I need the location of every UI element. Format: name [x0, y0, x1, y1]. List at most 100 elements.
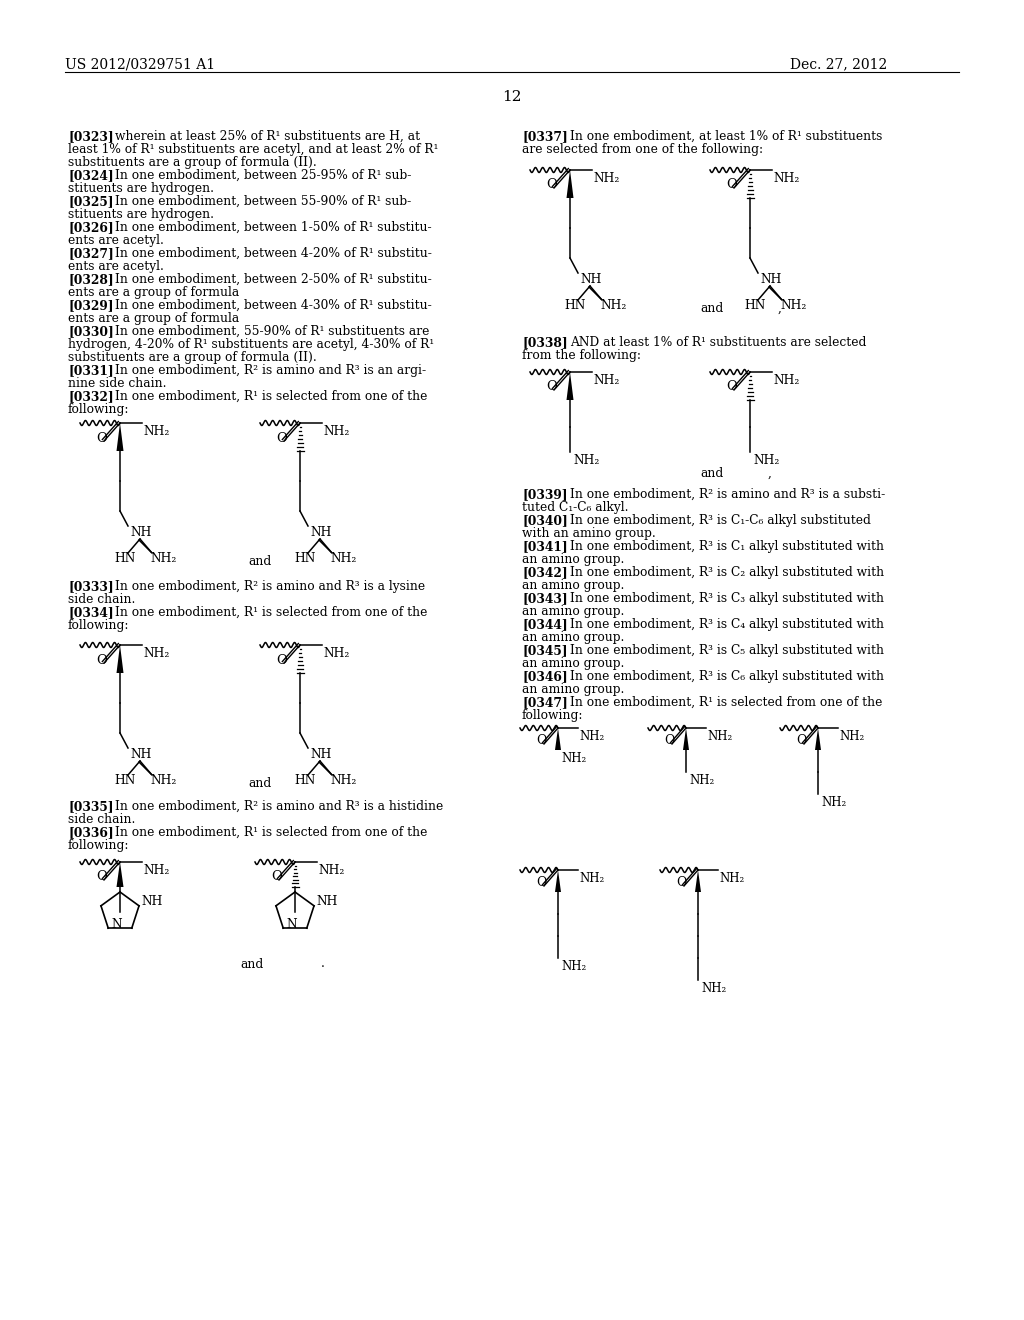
- Polygon shape: [555, 870, 561, 892]
- Text: [0335]: [0335]: [68, 800, 114, 813]
- Text: In one embodiment, at least 1% of R¹ substituents: In one embodiment, at least 1% of R¹ sub…: [570, 129, 883, 143]
- Text: NH₂: NH₂: [707, 730, 732, 743]
- Text: NH₂: NH₂: [593, 374, 620, 387]
- Text: In one embodiment, between 4-20% of R¹ substitu-: In one embodiment, between 4-20% of R¹ s…: [115, 247, 432, 260]
- Text: NH₂: NH₂: [780, 300, 806, 312]
- Text: NH₂: NH₂: [150, 774, 176, 787]
- Text: O: O: [276, 432, 287, 445]
- Text: O: O: [536, 876, 547, 890]
- Text: nine side chain.: nine side chain.: [68, 378, 167, 389]
- Text: [0345]: [0345]: [522, 644, 567, 657]
- Text: ents are a group of formula: ents are a group of formula: [68, 286, 240, 300]
- Text: hydrogen, 4-20% of R¹ substituents are acetyl, 4-30% of R¹: hydrogen, 4-20% of R¹ substituents are a…: [68, 338, 434, 351]
- Text: In one embodiment, R² is amino and R³ is an argi-: In one embodiment, R² is amino and R³ is…: [115, 364, 426, 378]
- Text: HN: HN: [114, 774, 135, 787]
- Text: from the following:: from the following:: [522, 348, 641, 362]
- Text: tuted C₁-C₆ alkyl.: tuted C₁-C₆ alkyl.: [522, 502, 629, 513]
- Polygon shape: [566, 372, 573, 400]
- Text: .: .: [321, 957, 325, 970]
- Text: and: and: [700, 302, 723, 315]
- Text: an amino group.: an amino group.: [522, 657, 625, 671]
- Text: O: O: [726, 178, 737, 191]
- Text: N: N: [112, 917, 122, 931]
- Text: NH: NH: [310, 525, 332, 539]
- Text: [0334]: [0334]: [68, 606, 114, 619]
- Text: NH₂: NH₂: [689, 774, 715, 787]
- Polygon shape: [566, 170, 573, 198]
- Text: NH₂: NH₂: [579, 730, 604, 743]
- Text: NH₂: NH₂: [318, 865, 344, 876]
- Text: NH: NH: [130, 748, 152, 762]
- Text: In one embodiment, between 4-30% of R¹ substitu-: In one embodiment, between 4-30% of R¹ s…: [115, 300, 432, 312]
- Text: NH₂: NH₂: [821, 796, 846, 809]
- Polygon shape: [695, 870, 701, 892]
- Text: [0329]: [0329]: [68, 300, 114, 312]
- Text: In one embodiment, R¹ is selected from one of the: In one embodiment, R¹ is selected from o…: [570, 696, 883, 709]
- Text: NH₂: NH₂: [579, 873, 604, 884]
- Text: [0324]: [0324]: [68, 169, 114, 182]
- Polygon shape: [117, 645, 124, 673]
- Text: In one embodiment, R³ is C₅ alkyl substituted with: In one embodiment, R³ is C₅ alkyl substi…: [570, 644, 884, 657]
- Polygon shape: [683, 729, 689, 750]
- Text: substituents are a group of formula (II).: substituents are a group of formula (II)…: [68, 351, 316, 364]
- Text: and: and: [248, 554, 271, 568]
- Text: In one embodiment, R³ is C₆ alkyl substituted with: In one embodiment, R³ is C₆ alkyl substi…: [570, 671, 884, 682]
- Text: In one embodiment, R¹ is selected from one of the: In one embodiment, R¹ is selected from o…: [115, 826, 427, 840]
- Text: [0341]: [0341]: [522, 540, 567, 553]
- Text: HN: HN: [564, 300, 586, 312]
- Text: O: O: [546, 380, 557, 393]
- Text: In one embodiment, R³ is C₁-C₆ alkyl substituted: In one embodiment, R³ is C₁-C₆ alkyl sub…: [570, 513, 870, 527]
- Text: [0337]: [0337]: [522, 129, 567, 143]
- Text: NH₂: NH₂: [143, 425, 169, 438]
- Text: are selected from one of the following:: are selected from one of the following:: [522, 143, 763, 156]
- Text: stituents are hydrogen.: stituents are hydrogen.: [68, 209, 214, 220]
- Text: In one embodiment, between 25-95% of R¹ sub-: In one embodiment, between 25-95% of R¹ …: [115, 169, 412, 182]
- Text: NH₂: NH₂: [330, 552, 356, 565]
- Text: O: O: [726, 380, 737, 393]
- Text: [0330]: [0330]: [68, 325, 114, 338]
- Text: O: O: [676, 876, 686, 890]
- Text: and: and: [248, 777, 271, 789]
- Text: [0344]: [0344]: [522, 618, 567, 631]
- Text: NH₂: NH₂: [573, 454, 599, 467]
- Text: NH₂: NH₂: [150, 552, 176, 565]
- Text: [0325]: [0325]: [68, 195, 114, 209]
- Text: [0331]: [0331]: [68, 364, 114, 378]
- Text: O: O: [96, 653, 106, 667]
- Text: [0338]: [0338]: [522, 337, 567, 348]
- Text: HN: HN: [114, 552, 135, 565]
- Text: NH₂: NH₂: [561, 752, 587, 766]
- Text: [0323]: [0323]: [68, 129, 114, 143]
- Text: wherein at least 25% of R¹ substituents are H, at: wherein at least 25% of R¹ substituents …: [115, 129, 420, 143]
- Text: NH₂: NH₂: [323, 647, 349, 660]
- Text: N: N: [286, 917, 297, 931]
- Text: ents are a group of formula: ents are a group of formula: [68, 312, 240, 325]
- Text: [0326]: [0326]: [68, 220, 114, 234]
- Text: In one embodiment, R¹ is selected from one of the: In one embodiment, R¹ is selected from o…: [115, 606, 427, 619]
- Text: O: O: [664, 734, 675, 747]
- Polygon shape: [555, 729, 561, 750]
- Text: O: O: [96, 432, 106, 445]
- Text: [0342]: [0342]: [522, 566, 567, 579]
- Text: NH₂: NH₂: [323, 425, 349, 438]
- Polygon shape: [117, 422, 124, 451]
- Text: In one embodiment, 55-90% of R¹ substituents are: In one embodiment, 55-90% of R¹ substitu…: [115, 325, 429, 338]
- Text: NH: NH: [316, 895, 337, 908]
- Text: 12: 12: [502, 90, 522, 104]
- Text: [0336]: [0336]: [68, 826, 114, 840]
- Text: In one embodiment, R² is amino and R³ is a lysine: In one embodiment, R² is amino and R³ is…: [115, 579, 425, 593]
- Text: following:: following:: [68, 840, 129, 851]
- Text: [0343]: [0343]: [522, 591, 567, 605]
- Text: [0327]: [0327]: [68, 247, 114, 260]
- Text: In one embodiment, R² is amino and R³ is a substi-: In one embodiment, R² is amino and R³ is…: [570, 488, 886, 502]
- Text: an amino group.: an amino group.: [522, 553, 625, 566]
- Text: In one embodiment, R³ is C₃ alkyl substituted with: In one embodiment, R³ is C₃ alkyl substi…: [570, 591, 884, 605]
- Text: Dec. 27, 2012: Dec. 27, 2012: [790, 57, 887, 71]
- Text: with an amino group.: with an amino group.: [522, 527, 655, 540]
- Text: NH₂: NH₂: [773, 172, 800, 185]
- Text: NH: NH: [141, 895, 163, 908]
- Text: side chain.: side chain.: [68, 813, 135, 826]
- Text: and: and: [240, 958, 263, 972]
- Text: [0333]: [0333]: [68, 579, 114, 593]
- Text: an amino group.: an amino group.: [522, 605, 625, 618]
